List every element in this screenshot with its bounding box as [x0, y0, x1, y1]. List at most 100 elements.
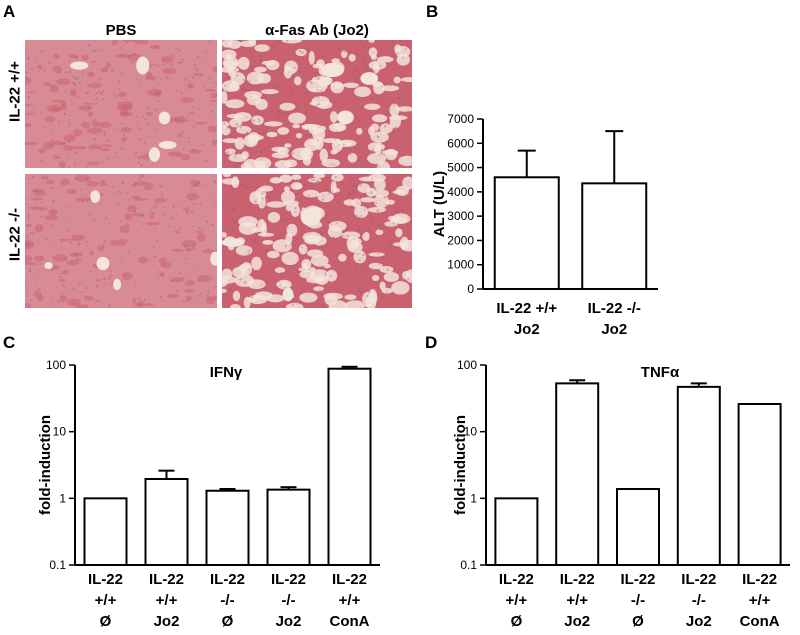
cell-nucleus	[198, 227, 201, 230]
cell-nucleus	[132, 72, 135, 74]
cell-nucleus	[73, 163, 76, 166]
cell-nucleus	[205, 174, 208, 176]
sinusoid-space	[368, 60, 387, 70]
cell-nucleus	[189, 85, 193, 88]
sinusoid-space	[324, 293, 338, 306]
cell-nucleus	[181, 131, 184, 135]
cell-nucleus	[100, 192, 104, 196]
cell-nucleus	[259, 57, 262, 61]
cell-cluster	[121, 40, 137, 42]
cell-nucleus	[356, 70, 359, 73]
cell-nucleus	[246, 240, 249, 243]
sinusoid-space	[389, 114, 402, 129]
sinusoid-space	[222, 275, 237, 284]
cell-nucleus	[152, 63, 155, 66]
cell-nucleus	[326, 243, 330, 246]
cell-nucleus	[390, 48, 393, 51]
bar	[555, 382, 600, 566]
cell-nucleus	[50, 245, 53, 248]
cell-nucleus	[384, 204, 387, 207]
cell-nucleus	[183, 58, 185, 61]
cell-cluster	[25, 141, 39, 146]
sinusoid-space	[232, 290, 241, 302]
category-label: ConA	[330, 613, 370, 630]
cell-nucleus	[254, 200, 257, 203]
sinusoid-space	[392, 189, 407, 195]
cell-nucleus	[374, 201, 378, 205]
cell-nucleus	[379, 64, 382, 68]
cell-nucleus	[82, 71, 85, 74]
cell-nucleus	[204, 215, 207, 218]
cell-nucleus	[343, 264, 345, 267]
cell-nucleus	[363, 120, 365, 122]
cell-cluster	[53, 53, 60, 60]
cell-cluster	[100, 148, 111, 152]
cell-nucleus	[120, 47, 123, 50]
chart-panel-b: 0 1000 2000 3000 4000 5000 6000 7000 ALT (U/L) IL…	[431, 112, 658, 338]
cell-cluster	[49, 84, 59, 93]
sinusoid-space	[283, 186, 291, 193]
cell-nucleus	[201, 143, 204, 146]
cell-nucleus	[32, 108, 35, 111]
cell-cluster	[33, 191, 47, 196]
cell-nucleus	[300, 267, 303, 270]
sinusoid-space	[379, 266, 394, 274]
cell-nucleus	[128, 101, 131, 103]
cell-nucleus	[32, 190, 35, 193]
cell-nucleus	[324, 188, 327, 191]
cell-nucleus	[250, 295, 254, 299]
cell-nucleus	[296, 42, 298, 45]
cell-cluster	[132, 298, 137, 303]
sinusoid-space	[225, 99, 245, 109]
cell-nucleus	[363, 231, 366, 234]
cell-nucleus	[165, 76, 169, 79]
cell-cluster	[37, 64, 44, 70]
cell-nucleus	[289, 86, 293, 90]
sinusoid-space	[362, 231, 370, 241]
sinusoid-space	[392, 242, 407, 247]
cell-cluster	[59, 295, 68, 302]
cell-nucleus	[389, 217, 391, 220]
cell-nucleus	[364, 70, 368, 73]
cell-nucleus	[120, 258, 123, 261]
cell-nucleus	[26, 77, 28, 79]
cell-cluster	[119, 225, 130, 234]
category-label: +/+	[156, 592, 178, 609]
cell-nucleus	[391, 40, 394, 44]
cell-cluster	[144, 221, 161, 226]
sinusoid-space	[267, 211, 281, 223]
cell-nucleus	[276, 286, 279, 289]
cell-nucleus	[253, 239, 257, 243]
cell-nucleus	[407, 216, 410, 219]
row-label-knockout: IL-22 -/-	[6, 207, 24, 262]
sinusoid-space	[269, 177, 282, 184]
cell-nucleus	[32, 242, 35, 245]
cell-nucleus	[108, 222, 110, 225]
cell-nucleus	[396, 210, 400, 214]
cell-nucleus	[213, 181, 216, 184]
category-label: Ø	[632, 613, 644, 630]
cell-nucleus	[259, 55, 262, 58]
cell-nucleus	[290, 264, 293, 267]
cell-nucleus	[334, 45, 337, 49]
cell-nucleus	[318, 230, 321, 233]
cell-cluster	[52, 254, 68, 262]
chart-panel-c: 0.1 1 10 100 fold-induction IFNγ IL-22 +/+ Ø IL-2…	[37, 358, 380, 630]
cell-nucleus	[28, 269, 32, 273]
cell-nucleus	[37, 288, 40, 290]
cell-nucleus	[264, 306, 267, 308]
cell-nucleus	[188, 80, 192, 83]
cell-nucleus	[309, 119, 311, 122]
cell-nucleus	[357, 202, 359, 205]
cell-nucleus	[102, 98, 105, 101]
cell-nucleus	[233, 156, 236, 159]
cell-cluster	[115, 53, 131, 59]
cell-cluster	[174, 116, 187, 124]
cell-nucleus	[309, 267, 311, 270]
cell-nucleus	[278, 83, 280, 85]
cell-nucleus	[65, 206, 68, 209]
y-tick-label: 6000	[447, 136, 474, 150]
sinusoid-space	[307, 249, 324, 258]
cell-nucleus	[94, 49, 97, 52]
cell-nucleus	[383, 195, 386, 199]
